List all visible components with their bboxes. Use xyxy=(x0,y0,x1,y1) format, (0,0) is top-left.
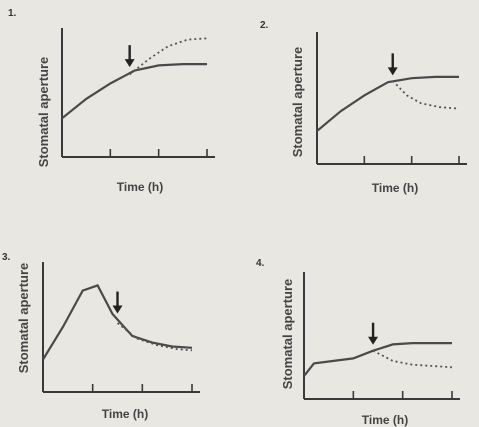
panel-1-arrow-head xyxy=(124,59,135,68)
panel-4: 4. Stomatal aperture Time (h) xyxy=(256,258,460,427)
panel-1-label: 1. xyxy=(8,8,17,19)
panel-3-arrow-head xyxy=(112,305,123,314)
panel-1-xlabel: Time (h) xyxy=(117,180,163,194)
panel-3-ylabel: Stomatal aperture xyxy=(16,263,31,374)
panel-3-label: 3. xyxy=(2,252,11,263)
panel-1-ylabel: Stomatal aperture xyxy=(36,57,51,168)
panel-2-ylabel: Stomatal aperture xyxy=(290,47,305,158)
panel-4-ylabel: Stomatal aperture xyxy=(280,279,295,390)
panel-2-arrow-head xyxy=(387,67,398,76)
panel-1-control-line xyxy=(61,62,207,120)
panel-3-control-line xyxy=(42,284,193,361)
panel-4-xlabel: Time (h) xyxy=(362,413,408,427)
panel-3: 3. Stomatal aperture Time (h) xyxy=(2,252,200,421)
panel-4-control-line xyxy=(303,342,452,377)
panel-1-treatment-line xyxy=(129,37,208,76)
panel-2-label: 2. xyxy=(260,20,269,31)
panel-4-label: 4. xyxy=(256,258,265,269)
panel-2-control-line xyxy=(316,75,459,132)
panel-2-xlabel: Time (h) xyxy=(372,181,418,195)
panel-1: 1. Stomatal aperture Time (h) xyxy=(8,8,215,194)
panel-2-treatment-line xyxy=(392,80,460,110)
panel-3-treatment-line xyxy=(116,322,193,352)
panel-4-arrow-head xyxy=(368,336,379,345)
panel-4-treatment-line xyxy=(372,349,453,369)
panel-2: 2. Stomatal aperture Time (h) xyxy=(260,20,467,195)
panel-3-xlabel: Time (h) xyxy=(102,407,148,421)
